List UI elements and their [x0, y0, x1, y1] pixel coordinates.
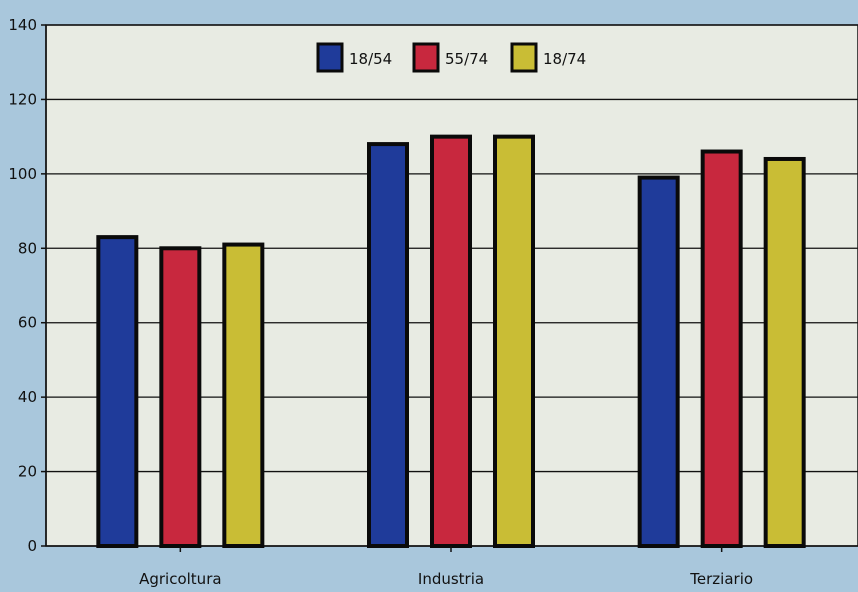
y-tick-label: 40	[18, 388, 37, 406]
y-tick-label: 60	[18, 314, 37, 332]
legend-swatch	[510, 42, 538, 73]
legend-swatch	[412, 42, 440, 73]
bar-18-74-terziario	[763, 156, 806, 548]
legend-label: 18/54	[349, 50, 392, 68]
bar-18-74-industria	[493, 134, 535, 548]
x-tick-label: Agricoltura	[139, 570, 221, 588]
legend: 18/54 55/74 18/74	[316, 42, 586, 73]
y-tick-label: 140	[8, 16, 37, 34]
bar-55-74-terziario	[700, 149, 743, 548]
x-tick-label: Industria	[418, 570, 484, 588]
bar-18-54-terziario	[637, 175, 680, 548]
legend-swatch	[316, 42, 344, 73]
y-tick-label: 120	[8, 90, 37, 108]
bar-55-74-agricoltura	[159, 246, 202, 549]
x-tick-label: Terziario	[689, 570, 753, 588]
bar-55-74-industria	[430, 134, 472, 548]
x-axis: Agricoltura Industria Terziario	[139, 546, 753, 588]
bars	[96, 134, 806, 549]
bar-18-54-industria	[367, 142, 409, 548]
y-tick-label: 20	[18, 463, 37, 481]
y-tick-label: 0	[27, 537, 37, 555]
bar-18-74-agricoltura	[222, 242, 265, 548]
y-tick-label: 100	[8, 165, 37, 183]
legend-label: 55/74	[445, 50, 488, 68]
y-tick-label: 80	[18, 239, 37, 257]
bar-18-54-agricoltura	[96, 235, 139, 548]
legend-label: 18/74	[543, 50, 586, 68]
